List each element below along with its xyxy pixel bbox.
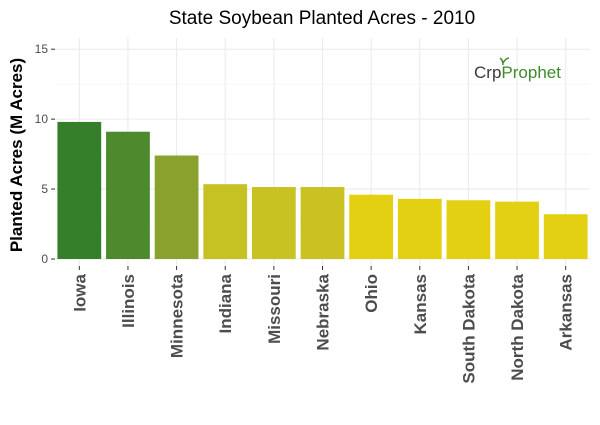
x-tick-label: Kansas	[411, 274, 430, 334]
bar-kansas	[397, 198, 442, 260]
bar-indiana	[203, 184, 248, 260]
cropprophet-logo: CrpProphet	[474, 57, 561, 82]
y-tick-label: 0	[41, 252, 48, 266]
x-axis-ticks: Iowa Illinois Minnesota Indiana Missouri Nebr…	[70, 266, 576, 384]
bar-illinois	[106, 131, 150, 260]
x-tick-label: Missouri	[265, 274, 284, 344]
bar-north-dakota	[495, 201, 539, 260]
svg-text:CrpProphet: CrpProphet	[474, 63, 561, 82]
chart-title: State Soybean Planted Acres - 2010	[169, 8, 475, 29]
bar-nebraska	[300, 186, 345, 260]
x-tick-label: Minnesota	[168, 273, 187, 358]
bar-minnesota	[154, 155, 199, 260]
bar-south-dakota	[446, 200, 491, 260]
bar-arkansas	[543, 214, 588, 260]
y-tick-label: 10	[35, 112, 49, 126]
x-tick-label: Indiana	[216, 273, 235, 333]
x-tick-label: Nebraska	[314, 273, 333, 350]
x-tick-label: North Dakota	[508, 273, 527, 380]
x-tick-label: South Dakota	[459, 273, 478, 383]
y-tick-label: 5	[41, 182, 48, 196]
y-tick-label: 15	[35, 42, 49, 56]
x-tick-label: Arkansas	[557, 274, 576, 351]
x-tick-label: Ohio	[362, 274, 381, 313]
x-tick-label: Iowa	[70, 273, 89, 311]
x-tick-label: Illinois	[119, 274, 138, 328]
y-axis-label: Planted Acres (M Acres)	[7, 58, 26, 252]
y-axis-ticks: 0 5 10 15	[35, 42, 55, 266]
bar-ohio	[349, 194, 394, 260]
bar-iowa	[57, 121, 102, 260]
sprout-icon	[499, 57, 510, 66]
logo-text-part2: p	[492, 63, 501, 82]
logo-text-part1: Cr	[474, 63, 492, 82]
bar-missouri	[251, 186, 296, 260]
logo-text-part3: Prophet	[501, 63, 561, 82]
bars	[57, 121, 588, 260]
